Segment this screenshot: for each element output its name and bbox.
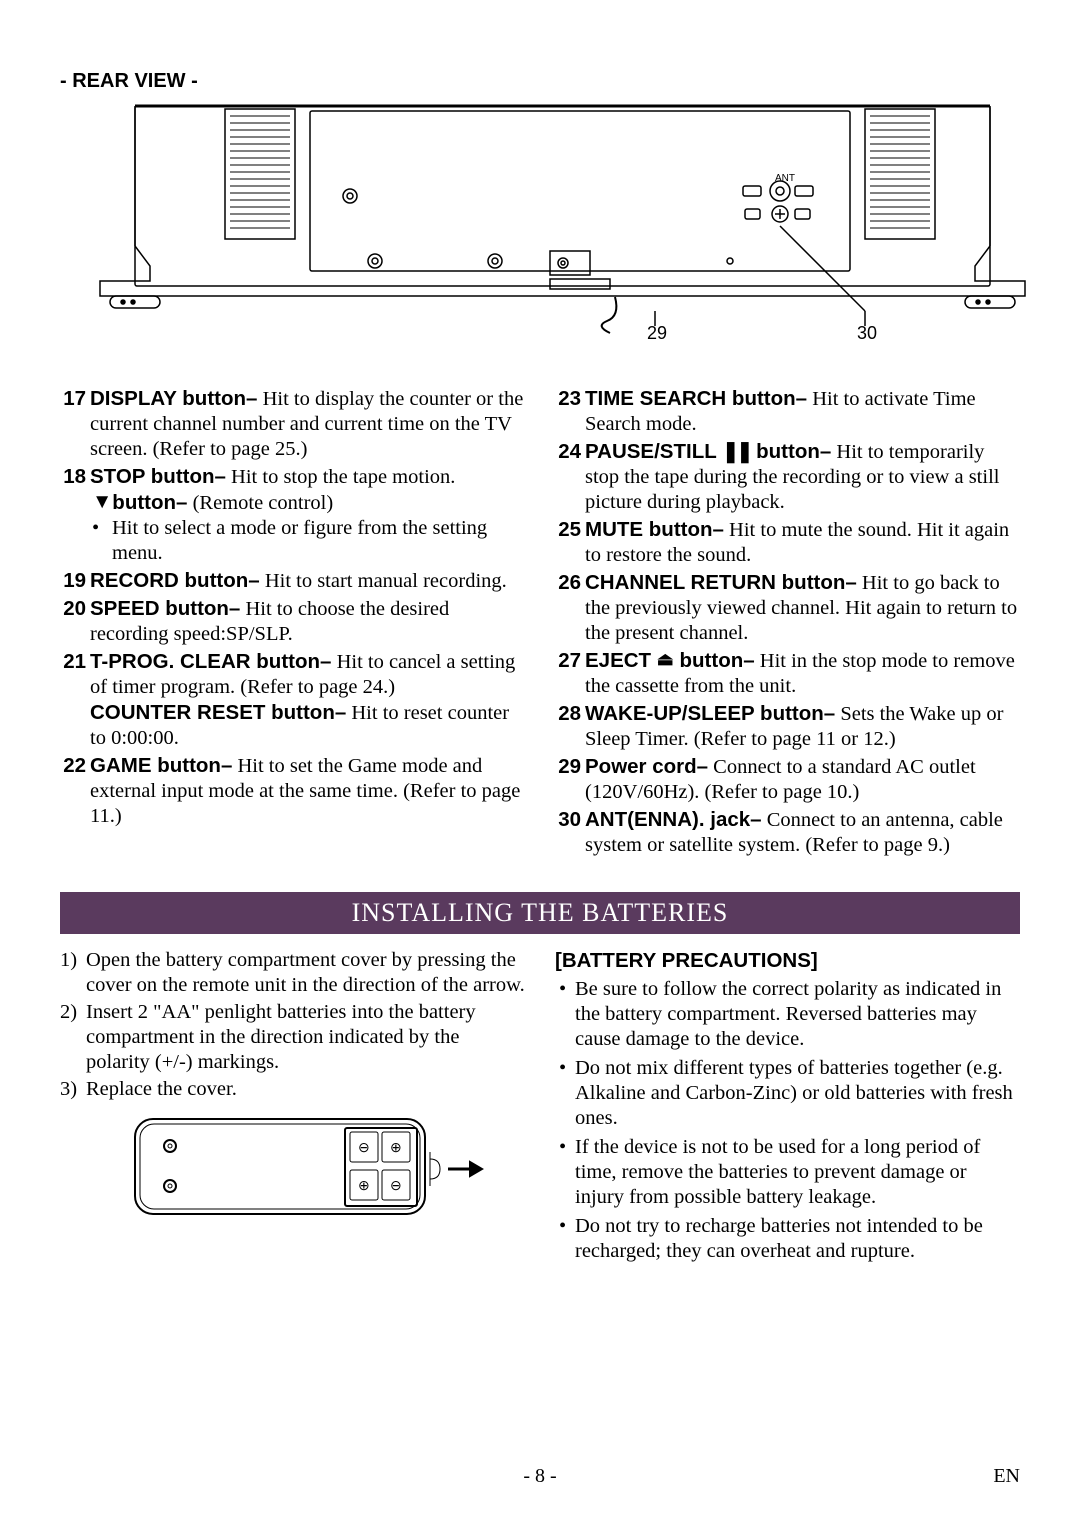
item-18-sub-bullet: • Hit to select a mode or figure from th… bbox=[90, 516, 525, 566]
installing-batteries-section: 1)Open the battery compartment cover by … bbox=[60, 948, 1020, 1268]
svg-text:30: 30 bbox=[857, 323, 877, 341]
rear-view-title: - REAR VIEW - bbox=[60, 70, 1020, 93]
item-28: 28 WAKE-UP/SLEEP button– Sets the Wake u… bbox=[555, 701, 1020, 752]
step-2: 2)Insert 2 "AA" penlight batteries into … bbox=[60, 1000, 525, 1075]
button-descriptions: 17 DISPLAY button– Hit to display the co… bbox=[60, 386, 1020, 860]
battery-precautions: [BATTERY PRECAUTIONS] •Be sure to follow… bbox=[555, 948, 1020, 1268]
left-column: 17 DISPLAY button– Hit to display the co… bbox=[60, 386, 525, 860]
item-25: 25 MUTE button– Hit to mute the sound. H… bbox=[555, 517, 1020, 568]
precaution-2: •Do not mix different types of batteries… bbox=[555, 1056, 1020, 1131]
item-30: 30 ANT(ENNA). jack– Connect to an antenn… bbox=[555, 807, 1020, 858]
install-steps: 1)Open the battery compartment cover by … bbox=[60, 948, 525, 1268]
down-triangle-icon: ▼ bbox=[90, 490, 112, 516]
item-18: 18 STOP button– Hit to stop the tape mot… bbox=[60, 464, 525, 566]
section-banner: INSTALLING THE BATTERIES bbox=[60, 892, 1020, 934]
eject-icon: ⏏ bbox=[657, 649, 674, 669]
item-24: 24 PAUSE/STILL ❚❚ button– Hit to tempora… bbox=[555, 439, 1020, 515]
item-23: 23 TIME SEARCH button– Hit to activate T… bbox=[555, 386, 1020, 437]
svg-text:⊕: ⊕ bbox=[358, 1179, 370, 1194]
item-29: 29 Power cord– Connect to a standard AC … bbox=[555, 754, 1020, 805]
right-column: 23 TIME SEARCH button– Hit to activate T… bbox=[555, 386, 1020, 860]
rear-view-diagram: ANT 29 30 bbox=[95, 101, 1030, 341]
precaution-4: •Do not try to recharge batteries not in… bbox=[555, 1214, 1020, 1264]
precaution-3: •If the device is not to be used for a l… bbox=[555, 1135, 1020, 1210]
svg-text:⊖: ⊖ bbox=[358, 1141, 370, 1156]
item-21: 21 T-PROG. CLEAR button– Hit to cancel a… bbox=[60, 649, 525, 751]
item-20: 20 SPEED button– Hit to choose the desir… bbox=[60, 596, 525, 647]
page-footer: - 8 - EN bbox=[0, 1465, 1080, 1488]
step-3: 3)Replace the cover. bbox=[60, 1077, 525, 1102]
remote-battery-diagram: ⊖ ⊕ ⊕ ⊖ bbox=[130, 1114, 490, 1224]
item-19: 19 RECORD button– Hit to start manual re… bbox=[60, 568, 525, 594]
lang-code: EN bbox=[993, 1465, 1020, 1488]
item-18-sub-down: ▼ button– (Remote control) bbox=[90, 490, 525, 516]
svg-text:⊕: ⊕ bbox=[390, 1141, 402, 1156]
page-number: - 8 - bbox=[523, 1465, 556, 1488]
pause-icon: ❚❚ bbox=[722, 440, 750, 463]
svg-text:⊖: ⊖ bbox=[390, 1179, 402, 1194]
svg-text:29: 29 bbox=[647, 323, 667, 341]
precautions-title: [BATTERY PRECAUTIONS] bbox=[555, 948, 1020, 973]
step-1: 1)Open the battery compartment cover by … bbox=[60, 948, 525, 998]
precaution-1: •Be sure to follow the correct polarity … bbox=[555, 977, 1020, 1052]
item-17: 17 DISPLAY button– Hit to display the co… bbox=[60, 386, 525, 462]
item-26: 26 CHANNEL RETURN button– Hit to go back… bbox=[555, 570, 1020, 646]
item-22: 22 GAME button– Hit to set the Game mode… bbox=[60, 753, 525, 829]
item-27: 27 EJECT ⏏ button– Hit in the stop mode … bbox=[555, 648, 1020, 699]
